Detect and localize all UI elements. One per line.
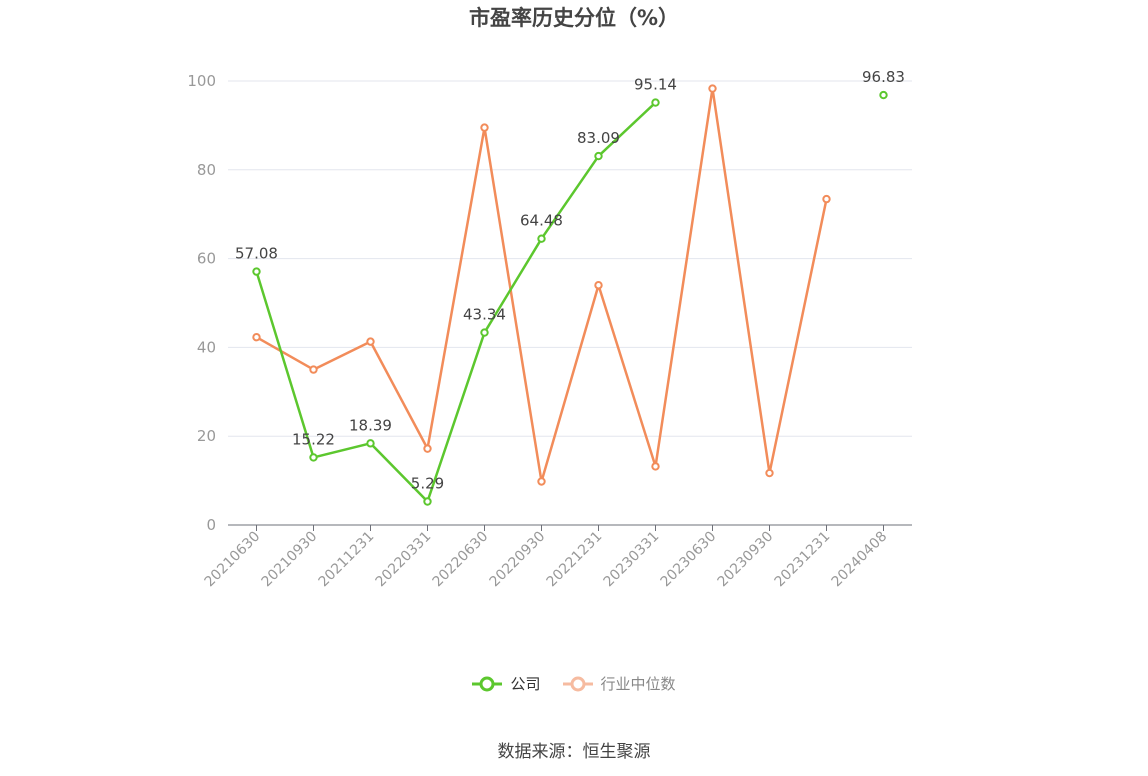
data-point-1	[252, 332, 261, 342]
data-point-0	[366, 439, 375, 448]
data-label: 95.14	[634, 76, 677, 94]
data-label: 83.09	[577, 129, 620, 147]
x-tick-label: 20220331	[373, 529, 435, 591]
data-label: 57.08	[235, 245, 278, 263]
data-point-0	[651, 98, 660, 107]
legend-marker-company-icon	[472, 676, 503, 691]
y-tick-label: 100	[187, 72, 216, 90]
data-label: 43.34	[463, 306, 506, 324]
data-point-0	[879, 90, 888, 100]
data-label: 64.48	[520, 212, 563, 230]
legend-item-company[interactable]: 公司	[472, 673, 541, 694]
data-point-1	[480, 123, 489, 132]
data-point-1	[366, 337, 375, 346]
x-tick-label: 20231231	[772, 529, 834, 591]
data-label: 96.83	[862, 68, 905, 86]
legend-item-industry[interactable]: 行业中位数	[562, 673, 676, 694]
series-line-0	[255, 101, 657, 503]
data-source: 数据来源：恒生聚源	[497, 742, 651, 762]
data-point-1	[309, 365, 318, 374]
x-tick-label: 20230930	[715, 529, 777, 591]
x-tick-label: 20230331	[601, 529, 663, 591]
data-point-0	[309, 453, 318, 462]
data-point-0	[252, 267, 261, 276]
series-line-1	[255, 87, 828, 483]
legend: 公司 行业中位数	[0, 673, 1148, 694]
y-tick-label: 60	[197, 250, 216, 268]
data-point-0	[423, 497, 432, 506]
data-point-0	[537, 234, 546, 243]
data-label: 18.39	[349, 416, 392, 434]
x-tick-label: 20221231	[544, 529, 606, 591]
x-tick-label: 20210930	[259, 529, 321, 591]
y-tick-label: 0	[206, 516, 216, 534]
y-tick-label: 20	[197, 427, 216, 445]
x-tick-label: 20210630	[202, 529, 264, 591]
chart-title: 市盈率历史分位（%）	[468, 6, 680, 30]
data-point-0	[480, 328, 489, 337]
x-tick-label: 20220630	[430, 529, 492, 591]
x-tick-label: 20220930	[487, 529, 549, 591]
data-point-1	[594, 281, 603, 290]
x-tick-label: 20240408	[829, 529, 891, 591]
y-tick-label: 80	[197, 161, 216, 179]
x-tick-label: 20211231	[316, 529, 378, 591]
legend-marker-industry-icon	[562, 676, 593, 691]
data-label: 15.22	[292, 430, 335, 448]
data-label: 5.29	[411, 475, 444, 493]
data-point-0	[594, 151, 603, 161]
data-point-1	[423, 444, 432, 453]
legend-label-industry: 行业中位数	[600, 675, 676, 693]
data-point-1	[537, 477, 546, 486]
x-tick-label: 20230630	[658, 529, 720, 591]
legend-label-company: 公司	[510, 675, 541, 693]
data-point-1	[765, 468, 774, 478]
data-point-1	[708, 84, 717, 93]
data-point-1	[822, 194, 831, 204]
data-point-1	[651, 462, 660, 471]
y-tick-label: 40	[197, 338, 216, 356]
